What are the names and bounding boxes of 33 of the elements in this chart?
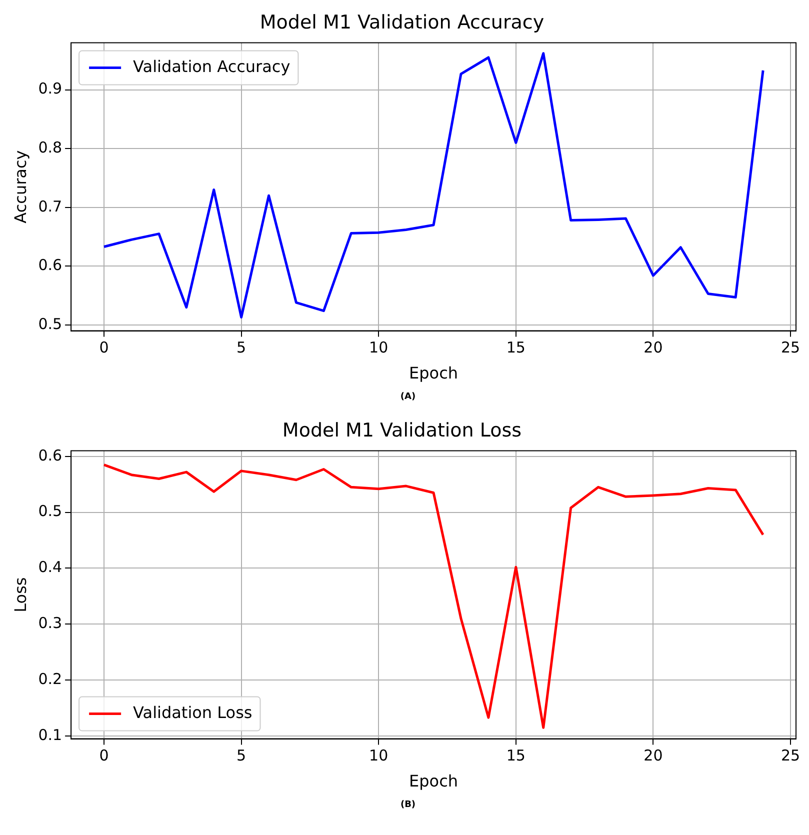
y-tick-label: 0.1 <box>38 726 62 744</box>
y-axis-title: Loss <box>10 577 30 612</box>
x-axis-title: Epoch <box>409 772 458 791</box>
y-tick-label: 0.6 <box>38 446 62 464</box>
x-tick-label: 5 <box>236 746 246 765</box>
text: (B) <box>399 800 417 810</box>
y-tick-label: 0.2 <box>38 670 62 688</box>
chart-title: Model M1 Validation Accuracy <box>260 11 544 34</box>
y-axis-title: Accuracy <box>10 150 30 224</box>
x-tick-label: 15 <box>506 746 526 765</box>
x-tick-label: 20 <box>644 338 663 357</box>
y-tick-label: 0.6 <box>38 256 62 274</box>
chart-title: Model M1 Validation Loss <box>282 419 522 442</box>
x-tick-label: 20 <box>644 746 663 765</box>
y-tick-label: 0.8 <box>38 138 62 156</box>
x-tick-label: 15 <box>506 338 526 357</box>
y-tick-label: 0.5 <box>38 314 62 333</box>
x-tick-label: 10 <box>369 338 388 357</box>
x-tick-label: 0 <box>99 338 109 357</box>
legend-label: Validation Accuracy <box>133 56 290 76</box>
x-tick-label: 25 <box>780 338 800 357</box>
x-tick-label: 10 <box>369 746 388 765</box>
x-axis-title: Epoch <box>409 364 458 383</box>
y-tick-label: 0.4 <box>38 558 62 576</box>
y-tick-label: 0.9 <box>38 80 62 98</box>
y-tick-label: 0.3 <box>38 614 62 632</box>
y-tick-label: 0.5 <box>38 502 62 520</box>
legend-label: Validation Loss <box>133 702 252 722</box>
x-tick-label: 0 <box>99 746 109 765</box>
x-tick-label: 5 <box>236 338 246 357</box>
text: (A) <box>399 392 417 402</box>
y-tick-label: 0.7 <box>38 197 62 216</box>
x-tick-label: 25 <box>780 746 800 765</box>
